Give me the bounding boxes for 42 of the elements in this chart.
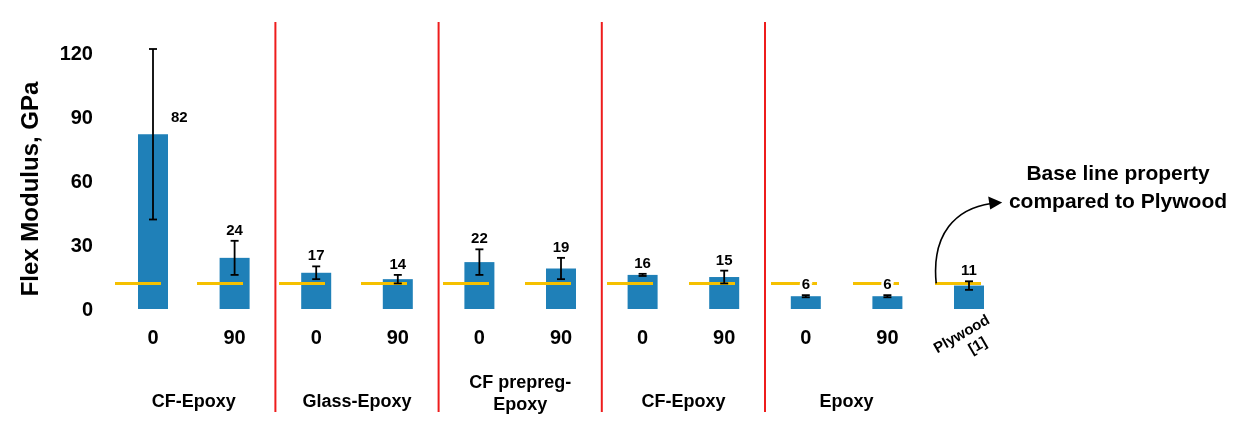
x-tick-label: 0 [637, 326, 649, 348]
x-tick-label: 90 [386, 326, 409, 348]
data-label: 14 [389, 254, 407, 272]
x-tick-label: 0 [800, 326, 812, 348]
x-tick-label: 90 [713, 326, 736, 348]
data-label: 82 [171, 108, 188, 126]
data-label: 17 [307, 246, 325, 264]
data-label: 11 [961, 261, 977, 279]
text: Glass-Epoxy [302, 391, 412, 411]
x-tick-label: 0 [310, 326, 322, 348]
data-label: 22 [471, 229, 488, 247]
x-tick-label: 0 [473, 326, 485, 348]
y-tick-label: 120 [59, 42, 93, 65]
data-label: 24 [226, 220, 244, 238]
bar [709, 277, 740, 309]
bar [301, 272, 332, 309]
y-tick-label: 60 [70, 170, 93, 193]
bar [464, 262, 495, 309]
data-label: 15 [715, 250, 733, 268]
x-tick-label: 90 [549, 326, 573, 348]
text: CF-Epoxy [641, 391, 726, 411]
text: CF-Epoxy [151, 391, 236, 411]
bar [219, 257, 250, 309]
text: CF prepreg-Epoxy [469, 372, 572, 414]
x-tick-label: 90 [223, 326, 246, 348]
text: Epoxy [819, 391, 874, 411]
ref-line-label: Base line property compared to Plywood [1008, 161, 1228, 213]
y-tick-label: 90 [70, 106, 93, 129]
y-tick-label: 0 [81, 298, 93, 320]
bar [627, 274, 658, 309]
bar [546, 268, 576, 309]
bar [954, 285, 984, 309]
y-axis-title: Flex Modulus, GPa [16, 81, 43, 297]
x-tick-label: 0 [147, 326, 159, 348]
x-tick-label: 90 [876, 326, 899, 348]
bar [872, 296, 903, 309]
bar [382, 279, 413, 309]
y-tick-label: 30 [70, 234, 93, 257]
data-label: 19 [552, 237, 570, 255]
bar [790, 296, 821, 309]
bar [138, 134, 168, 309]
data-label: 16 [634, 253, 651, 271]
